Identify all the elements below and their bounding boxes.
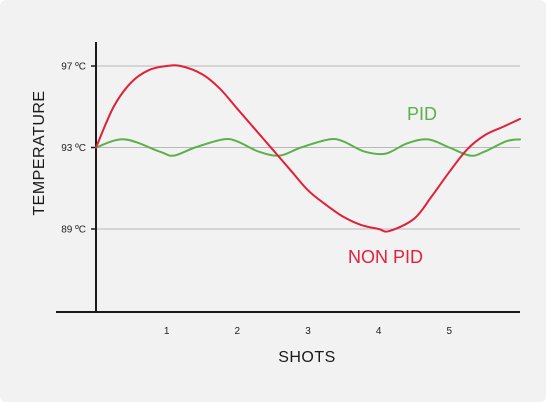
series-line-non-pid bbox=[95, 64, 521, 233]
series-lines bbox=[95, 64, 521, 233]
axes bbox=[56, 42, 520, 313]
y-tick-label: 97 ºC bbox=[61, 62, 86, 73]
x-tick-label: 5 bbox=[447, 326, 453, 337]
y-axis-title: TEMPERATURE bbox=[31, 90, 48, 215]
grid-lines bbox=[96, 65, 520, 230]
y-tick-labels: 89 ºC 93 ºC 97 ºC bbox=[61, 62, 96, 236]
x-axis-title: SHOTS bbox=[278, 349, 336, 366]
series-label-pid: PID bbox=[407, 104, 437, 124]
x-tick-labels: 1 2 3 4 5 bbox=[164, 326, 453, 337]
y-tick-label: 89 ºC bbox=[61, 225, 86, 236]
x-tick-label: 1 bbox=[164, 326, 170, 337]
x-tick-label: 2 bbox=[235, 326, 241, 337]
y-tick-label: 93 ºC bbox=[61, 143, 86, 154]
series-line-pid bbox=[95, 137, 521, 157]
x-tick-label: 4 bbox=[376, 326, 382, 337]
x-tick-label: 3 bbox=[305, 326, 311, 337]
series-label-non-pid: NON PID bbox=[348, 247, 423, 267]
